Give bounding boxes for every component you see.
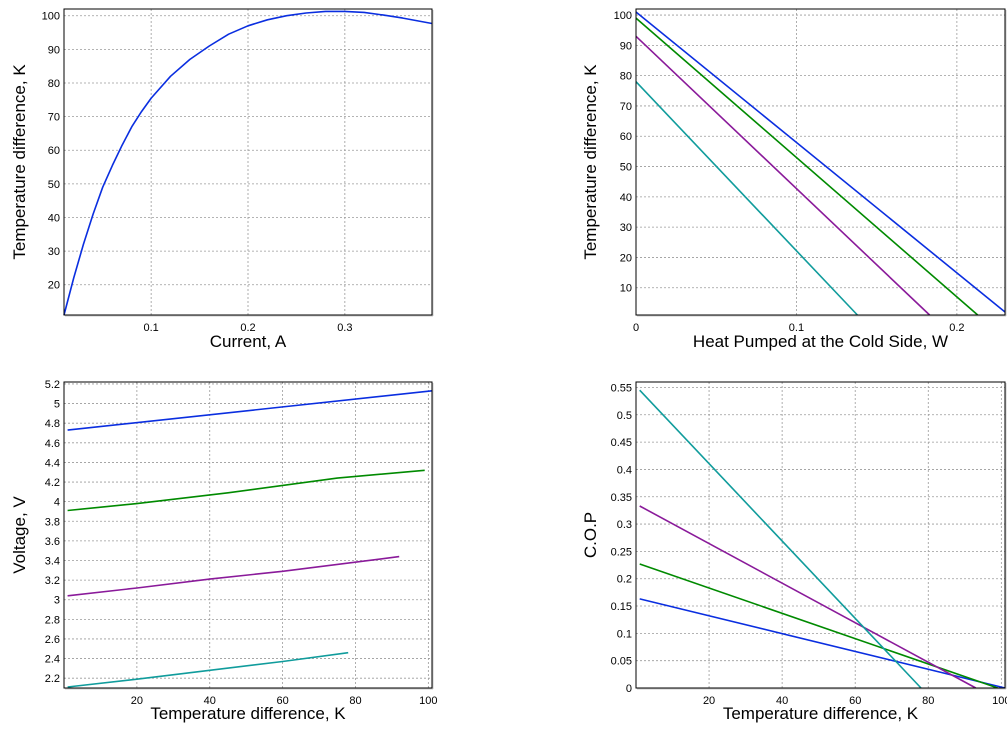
- x-tick-label: 20: [131, 695, 143, 707]
- y-tick-label: 4.2: [45, 477, 60, 489]
- x-axis-title: Temperature difference, K: [723, 704, 919, 723]
- series-line-3: [639, 505, 977, 689]
- y-tick-label: 3.4: [45, 556, 60, 568]
- x-tick-label: 80: [922, 695, 934, 707]
- y-tick-label: 4.8: [45, 418, 60, 430]
- x-tick-label: 0: [633, 322, 639, 334]
- chart-4: 20 40 60 80 100 0 0.05 0.1 0.15 0.2 0.25 0.3 0.35 0.4…: [581, 381, 1007, 723]
- y-axis-title: Voltage, V: [10, 496, 29, 574]
- series-line-4: [635, 81, 858, 316]
- y-tick-label: 0.25: [611, 546, 632, 558]
- x-axis-title: Temperature difference, K: [150, 704, 346, 723]
- y-tick-label: 5.2: [45, 379, 60, 391]
- y-tick-label: 100: [42, 11, 60, 23]
- x-tick-label: 0.2: [240, 322, 255, 334]
- series-line-1: [63, 10, 433, 316]
- chart-1: 0.1 0.2 0.3 20 30 40 50 60 70 80 90 100 Current, A Te…: [10, 8, 434, 351]
- y-tick-label: 30: [48, 246, 60, 258]
- y-tick-label: 5: [54, 399, 60, 411]
- y-tick-label: 3: [54, 595, 60, 607]
- y-tick-label: 40: [620, 192, 632, 204]
- x-tick-label: 40: [204, 695, 216, 707]
- y-tick-label: 4.4: [45, 457, 60, 469]
- y-tick-label: 0.3: [617, 519, 632, 531]
- y-tick-label: 3.6: [45, 536, 60, 548]
- plot-frame: [635, 8, 1006, 316]
- series-line-4: [67, 651, 349, 688]
- y-tick-label: 2.8: [45, 614, 60, 626]
- y-tick-label: 10: [620, 283, 632, 295]
- series-line-2: [635, 17, 979, 316]
- y-tick-label: 2.4: [45, 654, 60, 666]
- y-tick-label: 80: [620, 71, 632, 83]
- y-tick-label: 50: [48, 179, 60, 191]
- y-tick-label: 100: [614, 10, 632, 22]
- series-line-1: [635, 11, 1006, 313]
- y-tick-label: 0: [626, 683, 632, 695]
- y-tick-label: 0.15: [611, 601, 632, 613]
- y-tick-label: 0.4: [617, 464, 632, 476]
- y-tick-label: 0.35: [611, 492, 632, 504]
- x-tick-label: 20: [703, 695, 715, 707]
- series-line-4: [639, 389, 922, 689]
- y-tick-label: 0.05: [611, 656, 632, 668]
- x-tick-label: 40: [776, 695, 788, 707]
- y-tick-label: 4: [54, 497, 60, 509]
- y-tick-label: 2.2: [45, 673, 60, 685]
- y-tick-label: 20: [620, 252, 632, 264]
- x-axis-title: Heat Pumped at the Cold Side, W: [693, 332, 948, 351]
- series-line-2: [639, 563, 998, 689]
- y-tick-label: 3.8: [45, 516, 60, 528]
- series-line-2: [67, 469, 425, 512]
- x-tick-label: 80: [349, 695, 361, 707]
- y-tick-label: 2.6: [45, 634, 60, 646]
- y-tick-label: 60: [620, 131, 632, 143]
- x-tick-label: 0.1: [789, 322, 804, 334]
- x-axis-title: Current, A: [210, 332, 287, 351]
- x-tick-label: 0.2: [949, 322, 964, 334]
- x-tick-label: 0.3: [337, 322, 352, 334]
- series-line-1: [67, 390, 433, 431]
- y-tick-label: 0.45: [611, 437, 632, 449]
- y-tick-label: 90: [620, 40, 632, 52]
- chart-2: 0 0.1 0.2 10 20 30 40 50 60 70 80 90 100 Heat Pumped …: [581, 8, 1007, 351]
- y-tick-label: 30: [620, 222, 632, 234]
- y-tick-label: 70: [620, 101, 632, 113]
- y-tick-label: 90: [48, 44, 60, 56]
- y-tick-label: 4.6: [45, 438, 60, 450]
- plot-frame: [635, 381, 1006, 689]
- series-line-3: [67, 555, 400, 597]
- plot-frame: [63, 381, 433, 689]
- y-tick-label: 80: [48, 78, 60, 90]
- x-tick-label: 0.1: [144, 322, 159, 334]
- y-tick-label: 0.2: [617, 574, 632, 586]
- y-tick-label: 0.1: [617, 628, 632, 640]
- y-tick-label: 50: [620, 162, 632, 174]
- y-tick-label: 20: [48, 280, 60, 292]
- y-tick-label: 3.2: [45, 575, 60, 587]
- y-tick-label: 60: [48, 145, 60, 157]
- y-tick-label: 70: [48, 112, 60, 124]
- y-tick-label: 0.5: [617, 410, 632, 422]
- plot-frame: [63, 8, 433, 316]
- series-line-3: [635, 35, 931, 316]
- y-axis-title: Temperature difference, K: [10, 64, 29, 260]
- x-tick-label: 100: [419, 695, 437, 707]
- x-tick-label: 60: [849, 695, 861, 707]
- y-tick-label: 40: [48, 212, 60, 224]
- x-tick-label: 60: [276, 695, 288, 707]
- y-tick-label: 0.55: [611, 382, 632, 394]
- x-tick-label: 100: [992, 695, 1007, 707]
- y-axis-title: Temperature difference, K: [581, 64, 600, 260]
- series-line-1: [639, 598, 1006, 689]
- y-axis-title: C.O.P: [581, 512, 600, 558]
- chart-3: 20 40 60 80 100 2.2 2.4 2.6 2.8 3 3.2 3.4 3.6 3.8 4 4.2…: [10, 379, 438, 723]
